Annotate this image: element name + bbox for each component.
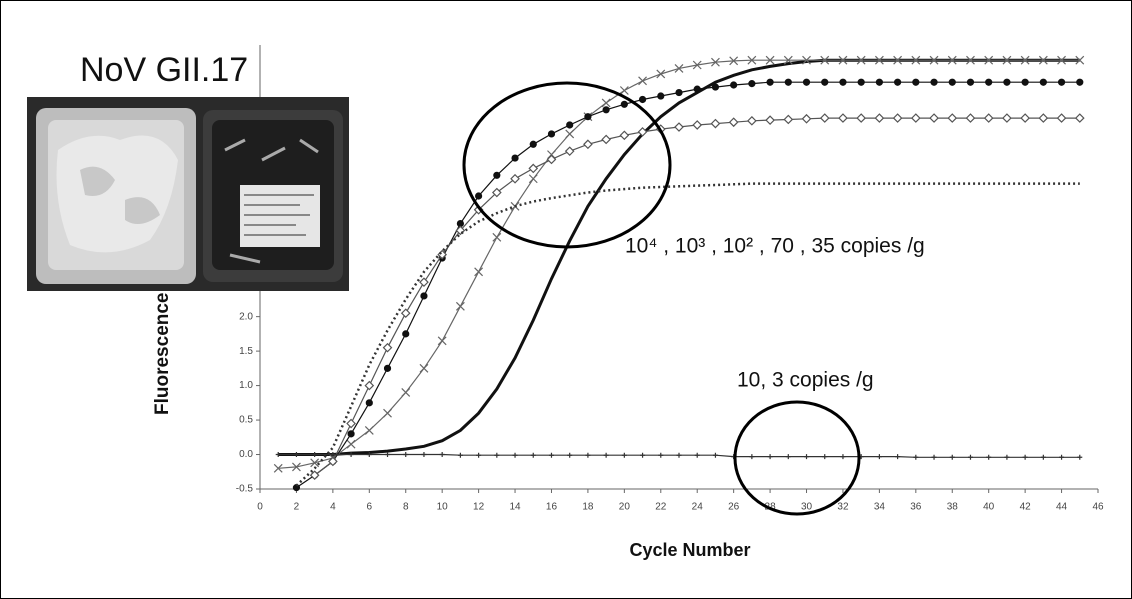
annotation: 10⁴ , 10³ , 10² , 70 , 35 copies /g [625, 235, 925, 258]
marker [1022, 79, 1028, 85]
x-tick-label: 44 [1056, 502, 1068, 513]
marker [1040, 79, 1046, 85]
x-tick-label: 20 [619, 502, 631, 513]
marker [348, 431, 354, 437]
marker [385, 365, 391, 371]
x-tick-label: 8 [403, 502, 409, 513]
marker [858, 79, 864, 85]
marker [366, 400, 372, 406]
marker [585, 114, 591, 120]
x-tick-label: 34 [874, 502, 886, 513]
marker [476, 193, 482, 199]
marker [986, 79, 992, 85]
x-tick-label: 4 [330, 502, 336, 513]
marker [949, 79, 955, 85]
marker [931, 79, 937, 85]
y-tick-label: -0.5 [236, 484, 254, 495]
marker [913, 79, 919, 85]
marker [603, 107, 609, 113]
x-tick-label: 36 [910, 502, 922, 513]
marker [694, 86, 700, 92]
marker [494, 172, 500, 178]
y-tick-label: 1.5 [239, 346, 253, 357]
x-tick-label: 32 [837, 502, 849, 513]
marker [676, 90, 682, 96]
x-tick-label: 16 [546, 502, 558, 513]
marker [1059, 79, 1065, 85]
marker [548, 131, 554, 137]
marker [804, 79, 810, 85]
marker [658, 93, 664, 99]
x-tick-label: 12 [473, 502, 485, 513]
x-tick-label: 18 [582, 502, 594, 513]
y-tick-label: 0.0 [239, 449, 253, 460]
marker [712, 84, 718, 90]
marker [876, 79, 882, 85]
marker [1004, 79, 1010, 85]
marker [567, 122, 573, 128]
x-tick-label: 26 [728, 502, 740, 513]
marker [640, 96, 646, 102]
y-tick-label: 1.0 [239, 380, 253, 391]
marker [840, 79, 846, 85]
marker [767, 79, 773, 85]
x-axis-label: Cycle Number [629, 540, 750, 560]
y-tick-label: 0.5 [239, 415, 253, 426]
marker [785, 79, 791, 85]
x-tick-label: 0 [257, 502, 263, 513]
marker [895, 79, 901, 85]
chart-title: NoV GII.17 [80, 51, 248, 89]
marker [530, 141, 536, 147]
y-axis-label: Fluorescence [152, 293, 173, 416]
x-tick-label: 2 [294, 502, 300, 513]
annotation: 10, 3 copies /g [737, 369, 874, 392]
marker [512, 155, 518, 161]
marker [403, 331, 409, 337]
x-tick-label: 6 [367, 502, 373, 513]
marker [1077, 79, 1083, 85]
x-tick-label: 38 [947, 502, 959, 513]
chart: Fluorescence 024681012141618202224262830… [0, 0, 1132, 599]
marker [967, 79, 973, 85]
x-tick-label: 46 [1092, 502, 1104, 513]
marker [731, 82, 737, 88]
x-tick-label: 22 [655, 502, 667, 513]
marker [621, 101, 627, 107]
y-tick-label: 2.0 [239, 311, 253, 322]
x-tick-label: 40 [983, 502, 995, 513]
photo [27, 97, 349, 291]
x-tick-label: 14 [509, 502, 521, 513]
marker [421, 293, 427, 299]
x-tick-label: 10 [437, 502, 449, 513]
marker [749, 81, 755, 87]
x-tick-label: 42 [1020, 502, 1032, 513]
x-tick-label: 30 [801, 502, 813, 513]
x-tick-label: 24 [692, 502, 704, 513]
marker [822, 79, 828, 85]
